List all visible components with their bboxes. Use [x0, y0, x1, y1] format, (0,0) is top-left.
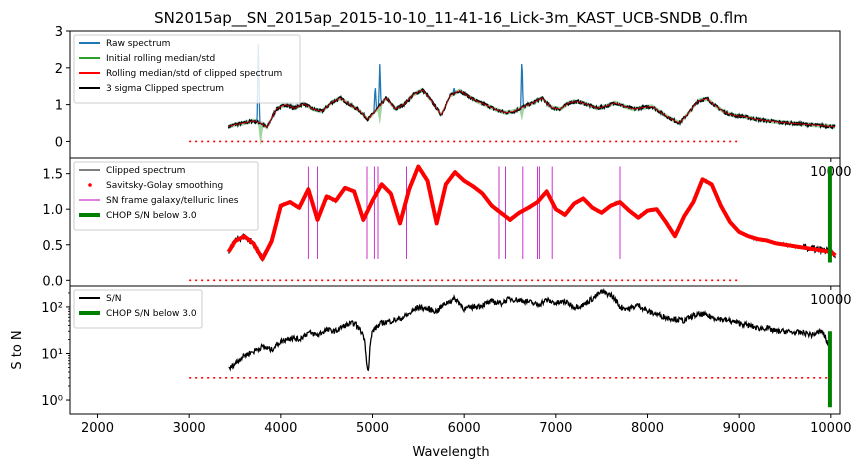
x-tick-label: 6000	[448, 421, 481, 436]
panel-plot	[189, 44, 836, 146]
y-axis-label-bottom: S to N	[10, 330, 25, 369]
x-tick-label: 10000	[810, 293, 851, 308]
figure-title: SN2015ap__SN_2015ap_2015-10-10_11-41-16_…	[154, 9, 748, 28]
panel-signal-to-noise: 10⁰ 10¹ 10² 2000 3000 4000 5000 6000 7000 8000 900…	[41, 285, 852, 436]
savitsky-golay-line	[226, 164, 837, 261]
x-tick-label: 10000	[810, 421, 851, 436]
legend-smoothing: Clipped spectrum Savitsky-Golay smoothing…	[73, 161, 259, 231]
sn-line	[228, 287, 832, 372]
panel-ticks: 0.0 0.5 1.0 1.5 10000	[42, 168, 851, 308]
legend-box	[73, 289, 203, 329]
y-tick-label: 1.5	[42, 168, 63, 183]
legend-entry: Raw spectrum	[106, 39, 170, 49]
x-tick-label: 7000	[539, 421, 572, 436]
x-tick-label: 8000	[631, 421, 664, 436]
legend-signal-to-noise: S/N CHOP S/N below 3.0	[73, 289, 203, 329]
legend-entry: 3 sigma Clipped spectrum	[106, 84, 224, 94]
x-tick-label: 5000	[356, 421, 389, 436]
y-tick-label: 10⁰	[41, 394, 63, 409]
rolling-median-line	[228, 89, 836, 129]
panel-smoothing: 0.0 0.5 1.0 1.5 10000 Clipped spectrum Savits…	[42, 157, 852, 308]
legend-entry: CHOP S/N below 3.0	[106, 211, 197, 221]
x-tick-label: 9000	[723, 421, 756, 436]
y-tick-label: 0	[55, 135, 63, 150]
y-tick-label: 1.0	[42, 203, 63, 218]
legend-box	[73, 34, 301, 104]
legend-entry: Clipped spectrum	[106, 166, 185, 176]
panel-frame	[69, 285, 841, 415]
legend-entry: Initial rolling median/std	[106, 54, 215, 64]
panel-ticks: 10⁰ 10¹ 10² 2000 3000 4000 5000 6000 7000 8000 900…	[41, 292, 852, 436]
y-tick-label: 10¹	[41, 347, 63, 362]
y-tick-label: 0.0	[42, 274, 63, 289]
legend-entry: SN frame galaxy/telluric lines	[106, 196, 239, 206]
legend-raw-clipping: Raw spectrum Initial rolling median/std Ro…	[73, 34, 301, 104]
legend-box	[73, 161, 259, 231]
x-axis-label: Wavelength	[412, 445, 489, 460]
x-tick-label: 3000	[173, 421, 206, 436]
legend-entry: Savitsky-Golay smoothing	[106, 181, 223, 191]
legend-swatch	[88, 183, 92, 187]
legend-entry: S/N	[106, 294, 121, 304]
panel-plot	[189, 287, 832, 408]
panel-plot	[189, 164, 837, 282]
clipped-spectrum-line	[228, 87, 836, 130]
x-tick-label: 4000	[264, 421, 297, 436]
y-tick-label: 2	[55, 62, 63, 77]
y-tick-label: 10²	[41, 301, 63, 316]
legend-entry: Rolling median/std of clipped spectrum	[106, 69, 282, 79]
x-tick-label: 2000	[81, 421, 114, 436]
y-tick-label: 1	[55, 99, 63, 114]
y-tick-label: 0.5	[42, 239, 63, 254]
legend-entry: CHOP S/N below 3.0	[106, 309, 197, 319]
y-tick-label: 3	[55, 25, 63, 40]
